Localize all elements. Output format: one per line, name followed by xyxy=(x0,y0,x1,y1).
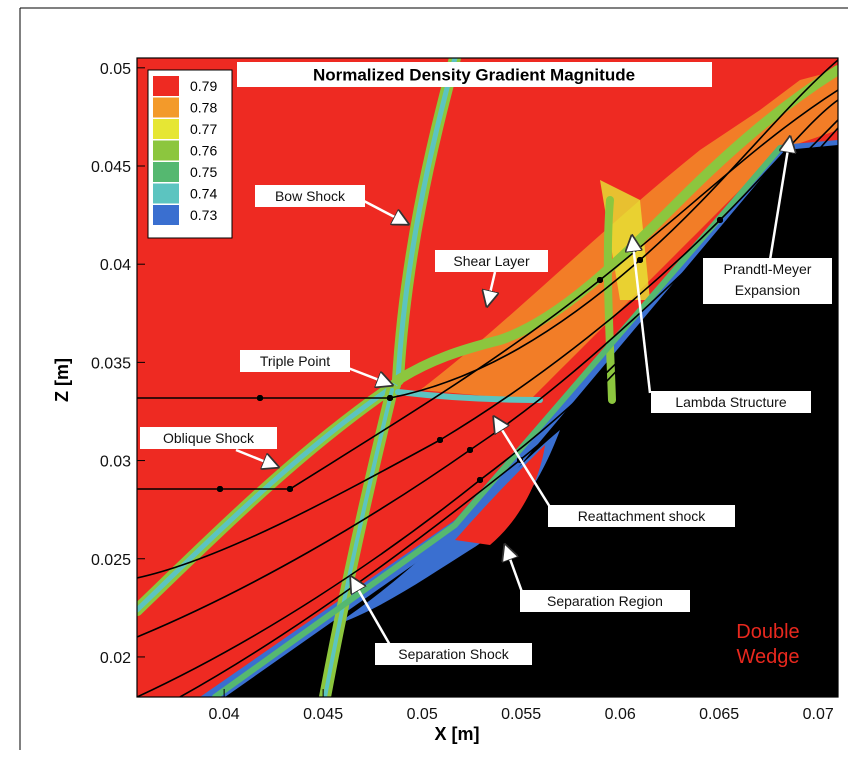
y-tick-label: 0.025 xyxy=(91,552,131,569)
plot-frame xyxy=(136,57,839,698)
annotation-box xyxy=(548,505,735,527)
chart-title: Normalized Density Gradient Magnitude xyxy=(313,65,635,84)
y-axis-label: Z [m] xyxy=(52,358,72,402)
annotation-text: Shear Layer xyxy=(453,253,530,269)
x-axis-label: X [m] xyxy=(435,724,480,744)
annotation-text: Bow Shock xyxy=(275,188,346,204)
y-tick-label: 0.03 xyxy=(100,454,131,471)
annotation-box xyxy=(435,250,548,272)
annotation-text: Expansion xyxy=(735,282,800,298)
y-tick-label: 0.035 xyxy=(91,355,131,372)
frame xyxy=(19,7,848,750)
annotation-box xyxy=(651,391,811,413)
legend-swatch xyxy=(153,162,179,182)
y-tick-label: 0.02 xyxy=(100,650,131,667)
annotation-box xyxy=(140,427,277,449)
annotation-box xyxy=(240,350,350,372)
region-label: Double xyxy=(736,621,799,643)
annotation-arrow xyxy=(361,198,408,224)
legend-swatch xyxy=(153,183,179,204)
legend-label: 0.78 xyxy=(190,100,217,116)
y-tick-label: 0.04 xyxy=(100,257,131,274)
y-tick-label: 0.05 xyxy=(100,61,131,78)
annotation-arrow xyxy=(505,545,524,593)
legend-swatch xyxy=(153,140,179,161)
annotation-text: Separation Shock xyxy=(398,646,510,662)
annotation-box xyxy=(375,643,532,665)
legend-swatch xyxy=(153,97,179,118)
x-tick-label: 0.07 xyxy=(803,706,834,723)
legend-label: 0.76 xyxy=(190,143,217,159)
annotation-text: Lambda Structure xyxy=(675,394,786,410)
x-tick-label: 0.055 xyxy=(501,706,541,723)
annotation-arrow xyxy=(487,271,495,306)
annotation-text: Oblique Shock xyxy=(163,430,255,446)
field xyxy=(137,58,838,697)
legend-label: 0.77 xyxy=(190,121,217,137)
x-tick-label: 0.045 xyxy=(303,706,343,723)
annotation-box xyxy=(520,590,690,612)
annotation-text: Triple Point xyxy=(260,353,330,369)
legend-swatch xyxy=(153,205,179,225)
x-tick-label: 0.06 xyxy=(605,706,636,723)
legend-label: 0.74 xyxy=(190,186,217,202)
annotation-arrow xyxy=(632,236,652,394)
annotation-arrow xyxy=(347,366,392,385)
x-tick-label: 0.065 xyxy=(699,706,739,723)
annotation-text: Reattachment shock xyxy=(578,508,707,524)
title-box xyxy=(237,62,712,87)
annotation-text: Separation Region xyxy=(547,593,663,609)
annotation-arrow xyxy=(235,448,278,467)
annotation-arrow xyxy=(351,577,392,646)
legend-label: 0.75 xyxy=(190,164,217,180)
region-label: Wedge xyxy=(736,646,799,668)
annotation-box xyxy=(255,185,365,207)
legend-label: 0.79 xyxy=(190,78,217,94)
x-tick-label: 0.04 xyxy=(209,706,240,723)
annotation-arrow xyxy=(494,417,552,508)
legend-swatch xyxy=(153,119,179,139)
annotation-box xyxy=(703,258,832,304)
x-tick-label: 0.05 xyxy=(407,706,438,723)
legend-label: 0.73 xyxy=(190,207,217,223)
legend-swatch xyxy=(153,76,179,96)
y-tick-label: 0.045 xyxy=(91,159,131,176)
annotation-arrow xyxy=(768,137,790,261)
annotation-text: Prandtl-Meyer xyxy=(724,261,812,277)
